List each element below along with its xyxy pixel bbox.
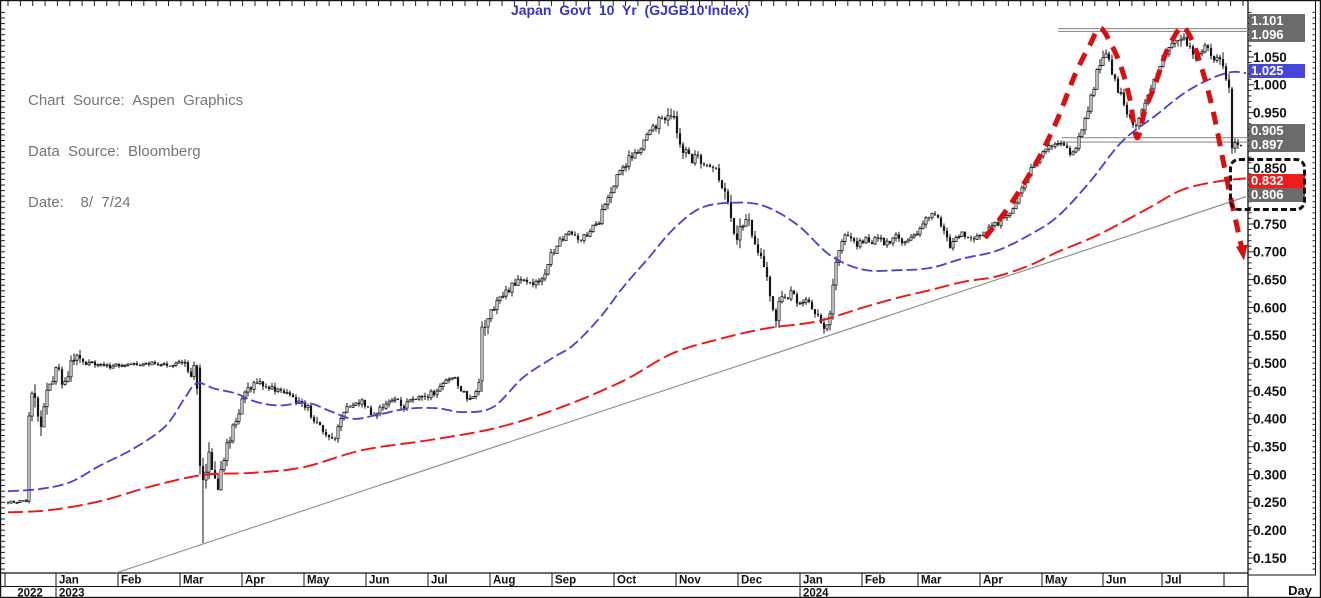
- year-label: 2024: [803, 588, 829, 598]
- price-level-label-1.096: 1.096: [1249, 28, 1305, 42]
- slow-moving-average-red: [7, 177, 1247, 514]
- svg-text:0.250: 0.250: [1253, 495, 1287, 510]
- svg-text:0.350: 0.350: [1253, 440, 1287, 455]
- month-label: Jun: [369, 575, 389, 587]
- month-label: Dec: [741, 575, 763, 587]
- month-label: May: [307, 575, 330, 587]
- month-label: Jul: [431, 575, 448, 587]
- month-label: Oct: [617, 575, 636, 587]
- month-label: Jan: [803, 575, 823, 587]
- svg-text:0.450: 0.450: [1253, 384, 1287, 399]
- month-label: Jul: [1165, 575, 1182, 587]
- month-label: Feb: [865, 575, 885, 587]
- up-candles: [9, 37, 1237, 504]
- highlight-dashed-box: [1229, 158, 1306, 211]
- down-candles: [6, 37, 1243, 504]
- source-info: Chart Source: Aspen Graphics Data Source…: [28, 58, 243, 245]
- month-label: Jun: [1106, 575, 1126, 587]
- chart-source-line: Chart Source: Aspen Graphics: [28, 92, 244, 109]
- svg-text:0.650: 0.650: [1253, 272, 1287, 287]
- price-level-label-0.806: 0.806: [1249, 188, 1305, 202]
- svg-text:1.000: 1.000: [1253, 78, 1287, 93]
- svg-text:0.700: 0.700: [1253, 245, 1287, 260]
- x-axis: Jan Feb Mar Apr May Jun Jul Aug Sep Oct Nov Dec Jan F…: [0, 572, 1248, 598]
- fast-moving-average-blue: [7, 70, 1247, 493]
- svg-text:0.300: 0.300: [1253, 467, 1287, 482]
- svg-text:0.500: 0.500: [1253, 356, 1287, 371]
- month-label: Apr: [983, 575, 1003, 587]
- svg-text:0.400: 0.400: [1253, 412, 1287, 427]
- svg-text:0.850: 0.850: [1253, 161, 1287, 176]
- svg-text:1.050: 1.050: [1253, 50, 1287, 65]
- date-line: Date: 8/ 7/24: [28, 194, 131, 211]
- svg-text:0.600: 0.600: [1253, 300, 1287, 315]
- periodicity-label: Day: [1288, 583, 1312, 598]
- svg-text:0.550: 0.550: [1253, 328, 1287, 343]
- svg-text:0.150: 0.150: [1253, 551, 1287, 566]
- month-label: Apr: [245, 575, 265, 587]
- month-label: Mar: [183, 575, 204, 587]
- month-label: Sep: [555, 575, 576, 587]
- candles-layer: [6, 32, 1243, 543]
- year-label: 2023: [59, 588, 85, 598]
- month-label: May: [1045, 575, 1068, 587]
- month-label: Jan: [59, 575, 79, 587]
- price-level-label-0.897: 0.897: [1249, 138, 1305, 152]
- svg-text:0.950: 0.950: [1253, 105, 1287, 120]
- svg-text:0.200: 0.200: [1253, 523, 1287, 538]
- down-arrow-icon: [1236, 244, 1248, 261]
- month-label: Aug: [493, 575, 515, 587]
- month-label: Feb: [121, 575, 141, 587]
- double-top-annotation: [983, 24, 1245, 250]
- month-label: Nov: [679, 575, 701, 587]
- year-label: 2022: [17, 588, 43, 598]
- price-level-label-1.025: 1.025: [1249, 64, 1305, 78]
- month-label: Mar: [921, 575, 942, 587]
- rising-trendline: [115, 196, 1247, 574]
- svg-text:0.750: 0.750: [1253, 217, 1287, 232]
- price-level-label-0.832: 0.832: [1249, 174, 1305, 188]
- price-level-label-0.905: 0.905: [1249, 124, 1305, 138]
- price-level-label-1.101: 1.101: [1249, 14, 1305, 28]
- data-source-line: Data Source: Bloomberg: [28, 143, 201, 160]
- chart-title: Japan Govt 10 Yr (GJGB10'Index): [510, 2, 750, 18]
